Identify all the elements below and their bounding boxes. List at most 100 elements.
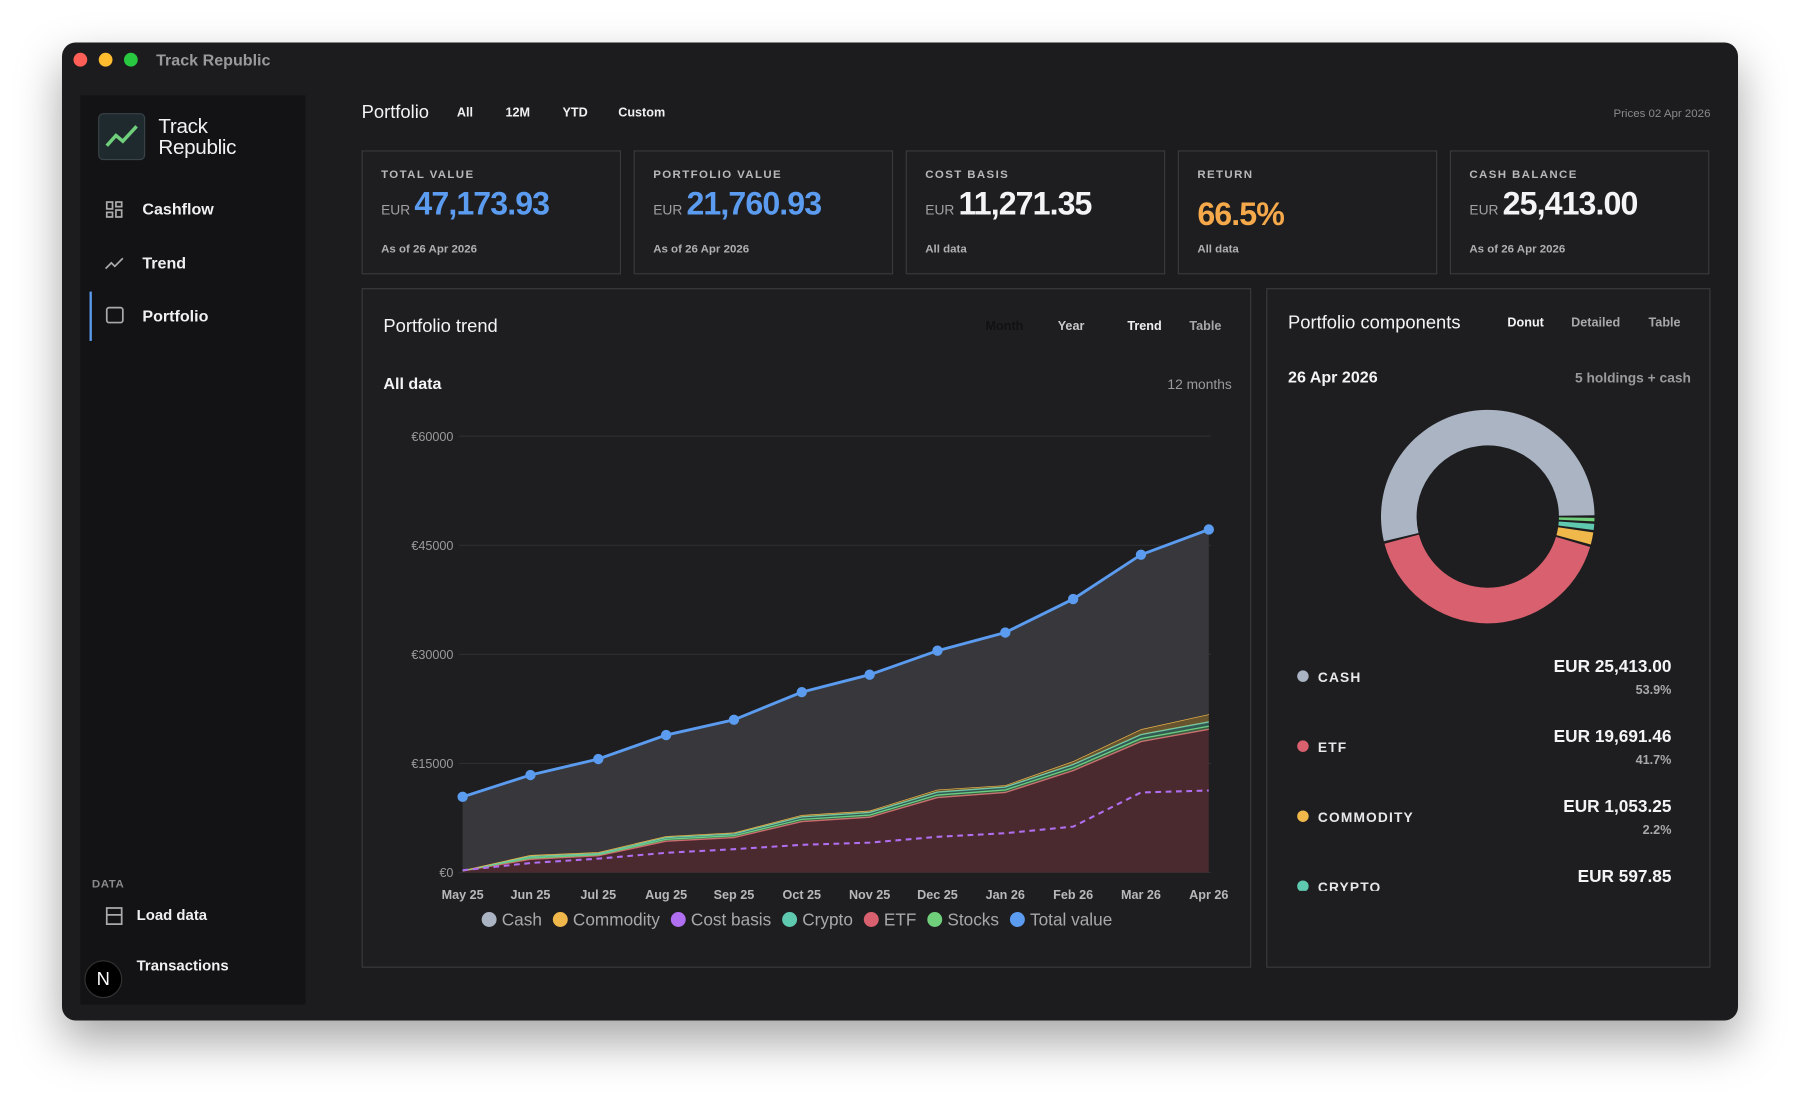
stat-card: TOTAL VALUE EUR 47,173.93 As of 26 Apr 2026 bbox=[361, 150, 622, 275]
period-option[interactable]: Year bbox=[1057, 319, 1085, 334]
data-point bbox=[864, 669, 875, 680]
nav-icons bbox=[105, 201, 124, 925]
view-option[interactable]: Donut bbox=[1507, 316, 1544, 331]
legend-label: CASH bbox=[1317, 669, 1362, 686]
icon bbox=[105, 211, 114, 218]
window-title: Track Republic bbox=[156, 50, 271, 69]
legend-swatch bbox=[927, 912, 943, 927]
card-value: 66.5% bbox=[1197, 196, 1284, 232]
y-tick-label: €15000 bbox=[411, 757, 453, 771]
data-point bbox=[525, 769, 536, 781]
card-note: All data bbox=[925, 243, 967, 256]
legend-label: Cost basis bbox=[691, 909, 771, 929]
view-option[interactable]: Detailed bbox=[1571, 316, 1621, 331]
prices-date: Prices 02 Apr 2026 bbox=[1613, 107, 1711, 121]
card-label: COST BASIS bbox=[925, 168, 1010, 182]
panel-title: Portfolio components bbox=[1288, 313, 1461, 333]
data-point bbox=[457, 791, 468, 803]
nav-item[interactable]: Transactions bbox=[136, 956, 229, 975]
card-label: PORTFOLIO VALUE bbox=[653, 168, 783, 182]
data-point bbox=[728, 714, 740, 725]
range-tab[interactable]: YTD bbox=[562, 106, 588, 120]
view-option[interactable]: Table bbox=[1189, 319, 1222, 334]
donut-segment bbox=[1380, 409, 1595, 542]
donut-segment bbox=[1558, 517, 1595, 522]
view-option[interactable]: Table bbox=[1648, 316, 1681, 331]
card-note: All data bbox=[1197, 243, 1239, 256]
nav-item[interactable]: Trend bbox=[142, 253, 187, 272]
page-title: Portfolio bbox=[361, 103, 429, 123]
x-tick-label: Sep 25 bbox=[714, 888, 755, 902]
area-fill bbox=[462, 529, 1209, 871]
nav-item[interactable]: Portfolio bbox=[142, 306, 209, 325]
brand: Republic bbox=[158, 135, 237, 159]
legend-row: COMMODITY EUR 1,053.25 2.2% bbox=[1286, 783, 1699, 853]
donut-segment bbox=[1556, 527, 1594, 545]
logo-line bbox=[105, 125, 138, 147]
legend-item: Cost basis bbox=[670, 909, 771, 929]
card-value: 11,271.35 bbox=[958, 185, 1093, 222]
x-tick-label: Jul 25 bbox=[580, 888, 616, 902]
legend-swatch bbox=[1297, 670, 1309, 682]
icon bbox=[105, 201, 114, 210]
legend-label: Stocks bbox=[947, 909, 999, 929]
data-point bbox=[1000, 627, 1011, 638]
legend-swatch bbox=[552, 912, 568, 927]
range-tab[interactable]: 12M bbox=[505, 106, 531, 120]
legend-item: ETF bbox=[863, 909, 916, 929]
nav-item[interactable]: Load data bbox=[136, 906, 208, 924]
x-tick-label: Mar 26 bbox=[1121, 888, 1161, 902]
icon bbox=[105, 907, 123, 925]
legend-swatch bbox=[1009, 912, 1025, 927]
legend-amount: EUR 19,691.46 bbox=[1553, 727, 1672, 747]
legend-label: Crypto bbox=[802, 909, 853, 929]
range-tab[interactable]: Custom bbox=[618, 106, 666, 120]
x-tick-label: Jun 25 bbox=[510, 888, 550, 902]
panel-title: Portfolio trend bbox=[383, 316, 498, 337]
card-currency: EUR bbox=[653, 202, 683, 219]
legend-label: Commodity bbox=[573, 909, 660, 929]
series-line bbox=[462, 789, 1209, 872]
legend-swatch bbox=[863, 912, 879, 927]
data-point bbox=[660, 729, 672, 741]
nav-item[interactable]: Cashflow bbox=[142, 199, 214, 219]
section-label: DATA bbox=[91, 878, 125, 891]
view-option[interactable]: Trend bbox=[1127, 319, 1162, 334]
x-tick-label: Nov 25 bbox=[849, 888, 890, 902]
legend-item: Stocks bbox=[927, 909, 999, 929]
legend-row: ETF EUR 19,691.46 41.7% bbox=[1286, 713, 1699, 783]
card-label: TOTAL VALUE bbox=[381, 168, 475, 182]
legend-label: ETF bbox=[1317, 739, 1348, 756]
zoom-button[interactable] bbox=[123, 52, 138, 67]
legend-swatch bbox=[1297, 810, 1309, 822]
legend-amount: EUR 597.85 bbox=[1577, 867, 1672, 887]
card-currency: EUR bbox=[925, 202, 955, 219]
icon bbox=[115, 201, 123, 208]
legend-swatch bbox=[1297, 880, 1309, 891]
logo bbox=[98, 113, 146, 161]
avatar[interactable] bbox=[84, 960, 123, 999]
legend: Cash Commodity Cost basis Crypto ETF Stocks To… bbox=[481, 909, 1112, 929]
minimize-button[interactable] bbox=[98, 52, 113, 67]
x-tick-label: Aug 25 bbox=[645, 888, 687, 902]
data-point bbox=[932, 645, 943, 656]
legend-amount: EUR 1,053.25 bbox=[1563, 797, 1672, 817]
series-line bbox=[462, 725, 1209, 872]
range-tab[interactable]: All bbox=[456, 106, 473, 120]
legend-item: Total value bbox=[1009, 909, 1112, 929]
legend-label: Cash bbox=[502, 909, 542, 929]
active-indicator bbox=[89, 291, 92, 341]
close-button[interactable] bbox=[73, 52, 88, 67]
series-line bbox=[462, 528, 1210, 799]
stat-card: COST BASIS EUR 11,271.35 All data bbox=[905, 150, 1166, 275]
legend-item: Cash bbox=[481, 909, 542, 929]
card-value: 47,173.93 bbox=[414, 185, 550, 222]
x-tick-label: Feb 26 bbox=[1053, 888, 1093, 902]
holdings-count: 5 holdings + cash bbox=[1574, 369, 1691, 386]
stat-card: PORTFOLIO VALUE EUR 21,760.93 As of 26 Apr … bbox=[633, 150, 894, 275]
period-option[interactable]: Month bbox=[985, 319, 1024, 334]
legend-label: CRYPTO bbox=[1317, 879, 1382, 891]
legend-share: 41.7% bbox=[1635, 753, 1672, 768]
y-tick-label: €0 bbox=[439, 866, 453, 880]
